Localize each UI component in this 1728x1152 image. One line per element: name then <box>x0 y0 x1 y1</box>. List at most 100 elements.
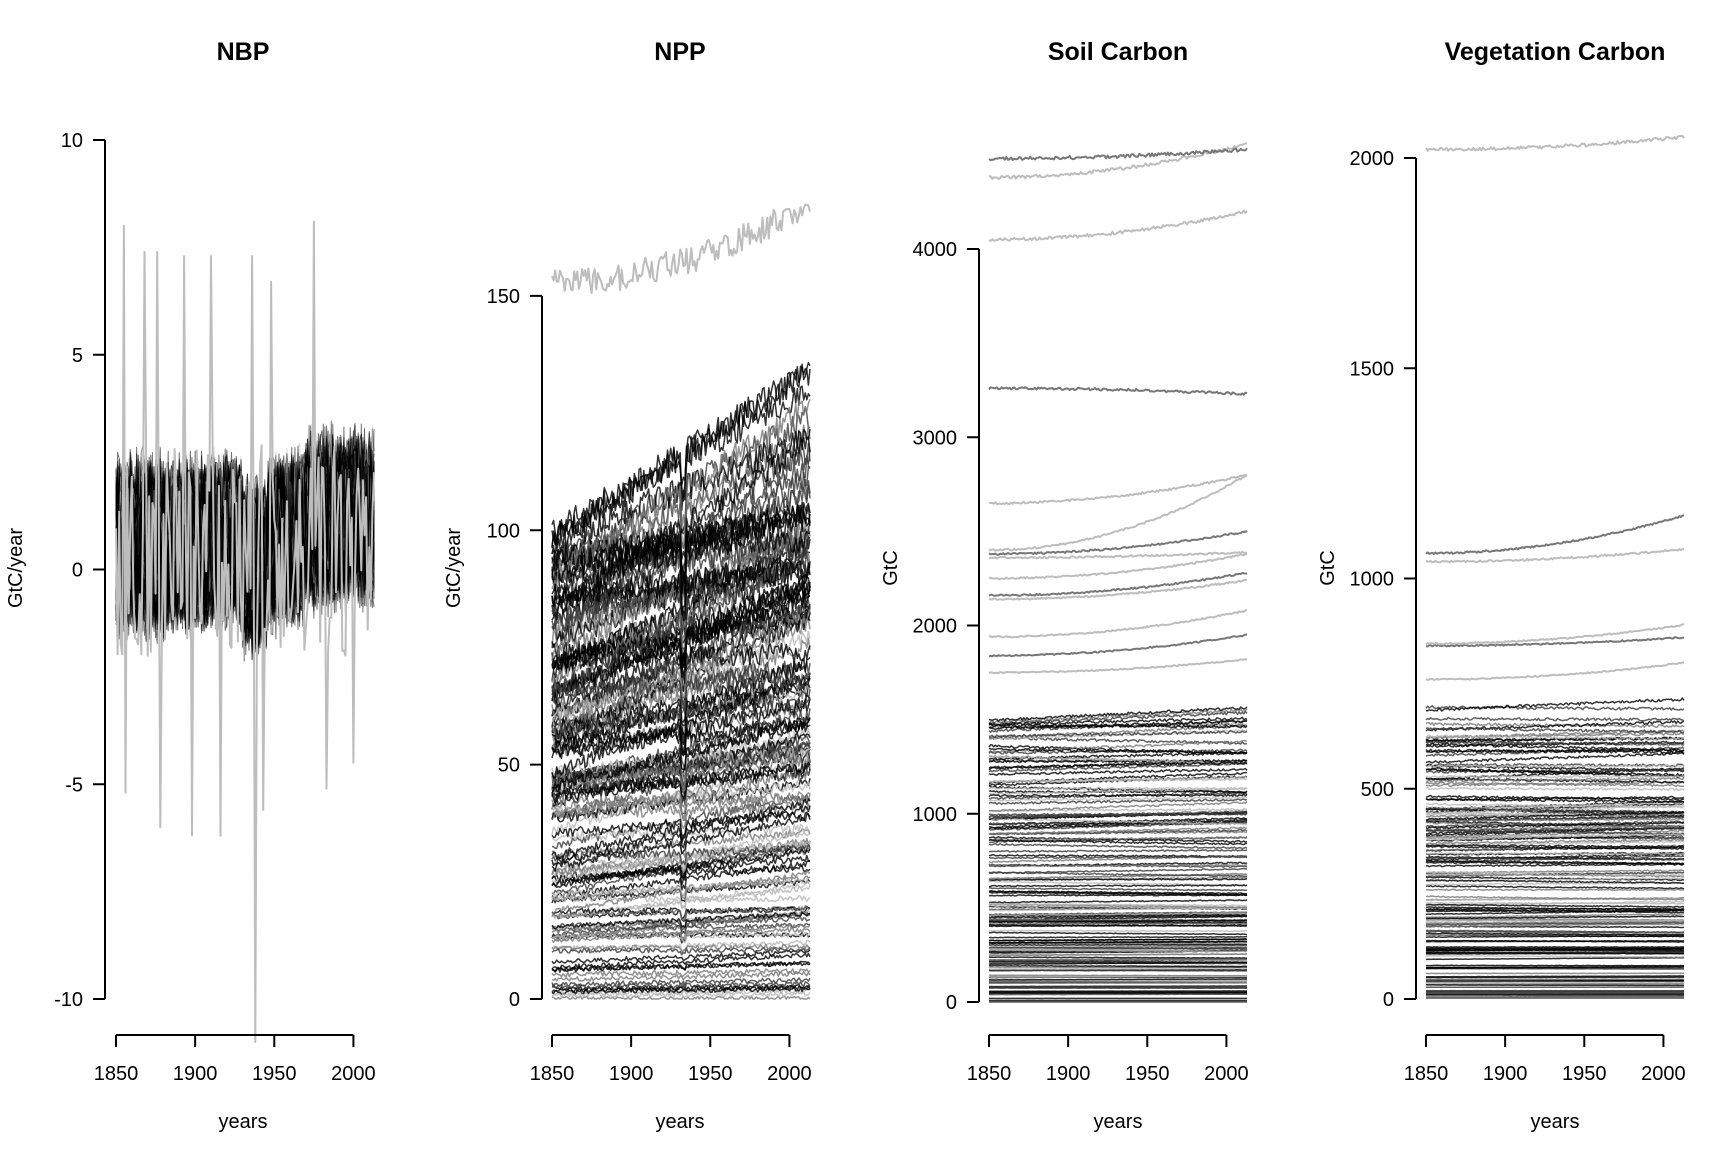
series-line <box>1425 764 1685 773</box>
series-line <box>1425 975 1685 978</box>
upper-series-line <box>988 529 1248 556</box>
series-line <box>551 960 811 973</box>
series-line <box>1426 929 1685 934</box>
y-tick-label: 3000 <box>913 427 958 449</box>
upper-series-line <box>988 609 1248 639</box>
series-line <box>1425 950 1685 954</box>
series-line <box>988 796 1248 802</box>
series-line <box>988 817 1248 826</box>
x-tick-label: 2000 <box>1641 1063 1686 1085</box>
y-axis: 0 50 100 150 <box>487 286 543 1011</box>
y-tick-label: 500 <box>1361 779 1394 801</box>
series-line <box>988 877 1248 881</box>
series-line <box>1425 734 1685 741</box>
series-line <box>1425 909 1685 916</box>
y-tick-label: 2000 <box>913 616 958 638</box>
series-line <box>1426 976 1685 979</box>
upper-series-line <box>988 658 1248 675</box>
y-axis-label: GtC <box>880 550 902 586</box>
series-line <box>1425 821 1685 830</box>
y-tick-label: 1000 <box>1350 569 1395 591</box>
series-line <box>551 557 811 616</box>
series-line <box>988 949 1248 953</box>
x-axis: 1850 1900 1950 2000 <box>967 1034 1249 1085</box>
y-tick-label: -10 <box>54 989 83 1011</box>
series-line <box>988 842 1248 850</box>
upper-series-line <box>1425 548 1685 564</box>
y-tick-label: 2000 <box>1350 148 1395 170</box>
x-tick-label: 1950 <box>1125 1063 1170 1085</box>
series-line <box>1425 797 1685 804</box>
panel-title: NPP <box>654 38 705 66</box>
series-line <box>551 755 811 793</box>
y-tick-label: 150 <box>487 286 520 308</box>
series-line <box>1425 982 1684 985</box>
series-line <box>1425 879 1684 885</box>
series-line <box>989 969 1248 972</box>
series-line <box>1425 740 1685 746</box>
outlier-series-line <box>115 220 375 1043</box>
y-tick-label: 10 <box>61 130 83 152</box>
series-line <box>551 931 811 944</box>
y-tick-label: 5 <box>72 345 83 367</box>
series-line <box>1426 984 1684 987</box>
series-line <box>988 863 1248 868</box>
upper-series-line <box>989 142 1248 180</box>
series-line <box>988 960 1248 964</box>
series-line <box>551 870 811 914</box>
top-series-line <box>551 203 811 294</box>
series-line <box>551 981 811 990</box>
upper-series-line <box>988 386 1248 396</box>
series-line <box>1425 767 1685 777</box>
series-line <box>551 881 811 919</box>
series-line <box>988 899 1248 904</box>
series-line <box>1425 881 1685 886</box>
upper-series-line <box>988 474 1248 506</box>
series-line <box>988 893 1248 897</box>
series-line <box>551 501 811 583</box>
series-line <box>551 805 811 867</box>
x-tick-label: 1950 <box>1562 1063 1607 1085</box>
series-line <box>551 952 811 970</box>
series-line <box>1425 871 1685 878</box>
x-tick-label: 2000 <box>331 1063 376 1085</box>
series-line <box>1425 946 1684 949</box>
series-line <box>551 671 811 713</box>
x-axis-label: years <box>1531 1111 1580 1133</box>
series-line <box>988 867 1248 875</box>
y-tick-label: 100 <box>487 520 520 542</box>
series-line <box>988 848 1248 853</box>
series-line <box>988 730 1248 738</box>
series-line <box>1425 964 1685 967</box>
series-line <box>1426 921 1685 926</box>
series-line <box>1425 852 1685 856</box>
series-line <box>551 878 811 899</box>
series-line <box>1425 794 1684 802</box>
series-line <box>1425 919 1685 923</box>
series-line <box>989 975 1248 978</box>
series-line <box>1425 895 1685 901</box>
x-tick-label: 1950 <box>252 1063 297 1085</box>
series-line <box>551 791 811 822</box>
series-line <box>551 986 811 995</box>
series-line <box>1425 820 1685 828</box>
upper-series-line <box>1425 135 1685 152</box>
series-line <box>988 786 1248 791</box>
series-group <box>551 203 811 1000</box>
series-line <box>1426 939 1685 943</box>
series-line <box>1426 838 1685 845</box>
series-line <box>1426 956 1685 961</box>
series-line <box>1425 726 1685 734</box>
series-line <box>989 919 1248 924</box>
series-line <box>988 716 1248 727</box>
series-line <box>1425 897 1685 902</box>
upper-series-line <box>988 578 1248 601</box>
series-line <box>988 836 1248 842</box>
series-line <box>988 931 1248 936</box>
series-line <box>1425 954 1685 958</box>
y-tick-label: 50 <box>498 755 520 777</box>
x-tick-label: 1900 <box>173 1063 218 1085</box>
series-line <box>1425 806 1685 815</box>
